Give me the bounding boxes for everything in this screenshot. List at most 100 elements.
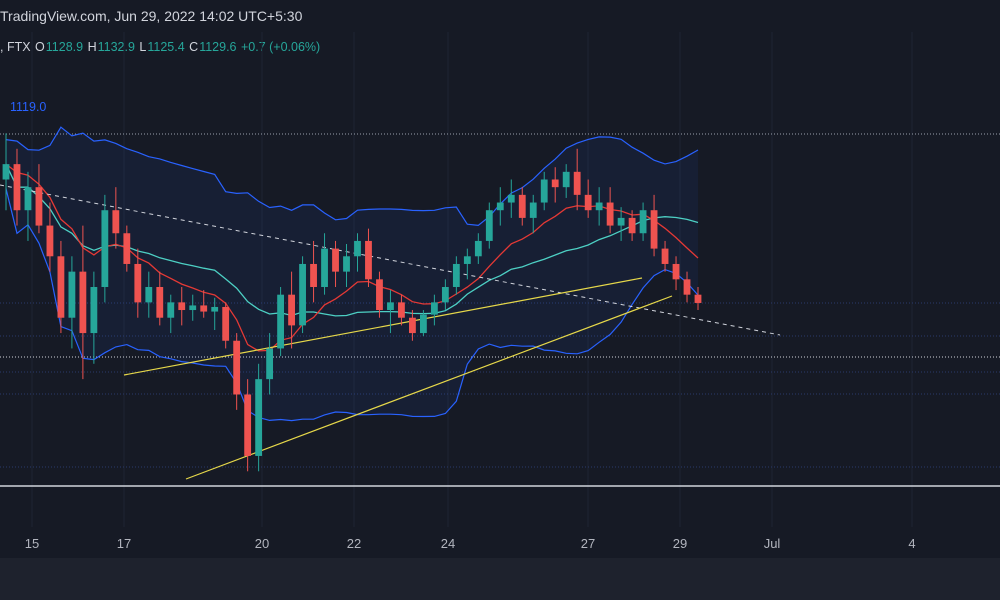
- candle-body: [255, 379, 263, 456]
- bollinger-upper: [5, 126, 699, 227]
- candle-body: [639, 210, 647, 234]
- candle-body: [288, 294, 295, 326]
- candle-body: [683, 279, 691, 295]
- x-tick-label: 29: [673, 536, 687, 551]
- candle-body: [562, 171, 570, 188]
- x-tick-label: Jul: [764, 536, 781, 551]
- candle-body: [452, 263, 460, 287]
- candle-body: [332, 248, 339, 272]
- time-axis: 15 17 20 22 24 27 29 Jul 4: [25, 536, 916, 551]
- candle-body: [584, 194, 592, 211]
- candle-body: [233, 340, 241, 395]
- candle-body: [551, 179, 559, 188]
- price-level-label: 1119.0: [10, 100, 46, 114]
- x-tick-label: 22: [347, 536, 361, 551]
- candle-body: [518, 194, 526, 218]
- candle-body: [540, 179, 548, 203]
- candle-body: [463, 256, 471, 264]
- candle-body: [321, 248, 328, 287]
- close-label: C: [189, 40, 199, 54]
- candle-body: [57, 256, 65, 318]
- candle-body: [145, 287, 153, 303]
- low-label: L: [139, 40, 147, 54]
- change-value: +0.7 (+0.06%): [240, 40, 321, 54]
- candle-body: [35, 187, 43, 226]
- close-value: 1129.6: [199, 40, 237, 54]
- ohlc-legend: , FTX O1128.9 H1132.9 L1125.4 C1129.6 +0…: [0, 40, 321, 54]
- candle-body: [485, 210, 493, 241]
- x-tick-label: 20: [255, 536, 269, 551]
- candle-body: [672, 263, 680, 280]
- candles-layer: [2, 133, 702, 472]
- candle-body: [244, 394, 252, 456]
- candle-body: [178, 302, 186, 311]
- candle-body: [617, 217, 625, 226]
- candle-body: [112, 210, 120, 234]
- candle-body: [167, 302, 175, 318]
- candle-body: [189, 305, 197, 311]
- x-tick-label: 17: [117, 536, 131, 551]
- candle-body: [211, 306, 219, 312]
- candle-body: [595, 202, 603, 211]
- ema-red-line: [5, 163, 699, 352]
- candle-body: [628, 217, 636, 234]
- candle-body: [68, 271, 76, 318]
- candle-body: [409, 317, 416, 334]
- candle-body: [387, 302, 394, 311]
- candle-body: [474, 240, 482, 257]
- candle-body: [354, 240, 361, 257]
- candle-body: [222, 306, 230, 341]
- low-value: 1125.4: [147, 40, 185, 54]
- bollinger-fill: [6, 127, 698, 421]
- candle-body: [441, 287, 449, 303]
- channel-upper-line: [123, 277, 643, 376]
- candle-body: [365, 240, 372, 280]
- indicator-layer: [0, 163, 781, 480]
- candle-body: [573, 171, 581, 195]
- candle-body: [13, 164, 21, 211]
- candle-body: [343, 256, 350, 272]
- candle-body: [156, 287, 164, 318]
- candle-body: [606, 202, 614, 226]
- candle-body: [2, 164, 10, 180]
- candle-body: [376, 279, 383, 311]
- open-value: 1128.9: [45, 40, 84, 54]
- high-label: H: [87, 40, 97, 54]
- x-tick-label: 24: [441, 536, 455, 551]
- x-tick-label: 4: [908, 536, 915, 551]
- x-tick-label: 27: [581, 536, 595, 551]
- candle-body: [266, 348, 274, 380]
- high-value: 1132.9: [97, 40, 135, 54]
- candle-body: [90, 287, 98, 334]
- candle-body: [46, 225, 54, 257]
- candle-body: [277, 294, 285, 349]
- candle-body: [310, 263, 317, 287]
- candle-body: [79, 271, 87, 334]
- candle-body: [134, 263, 142, 303]
- channel-lower-line: [185, 295, 673, 480]
- candle-body: [430, 302, 438, 315]
- candle-body: [299, 263, 306, 326]
- candle-body: [694, 294, 702, 303]
- candle-body: [101, 210, 109, 287]
- candle-body: [200, 305, 208, 312]
- open-label: O: [35, 40, 45, 54]
- grid-layer: [0, 32, 1000, 527]
- x-tick-label: 15: [25, 536, 39, 551]
- candle-body: [419, 314, 427, 334]
- price-chart[interactable]: 15 17 20 22 24 27 29 Jul 4 1119.0: [0, 32, 1000, 558]
- chart-header: TradingView.com, Jun 29, 2022 14:02 UTC+…: [0, 0, 1000, 32]
- bollinger-layer: [5, 126, 699, 422]
- candle-body: [123, 233, 131, 264]
- source-timestamp: TradingView.com, Jun 29, 2022 14:02 UTC+…: [0, 8, 303, 24]
- candle-body: [507, 194, 515, 203]
- candle-body: [398, 302, 405, 318]
- exchange-label: , FTX: [0, 40, 31, 54]
- bollinger-lower: [5, 188, 699, 422]
- candle-body: [529, 202, 537, 218]
- candle-body: [650, 210, 658, 249]
- candle-body: [24, 187, 32, 211]
- candle-body: [496, 202, 504, 211]
- bottom-toolbar: [0, 558, 1000, 600]
- candle-body: [661, 248, 669, 264]
